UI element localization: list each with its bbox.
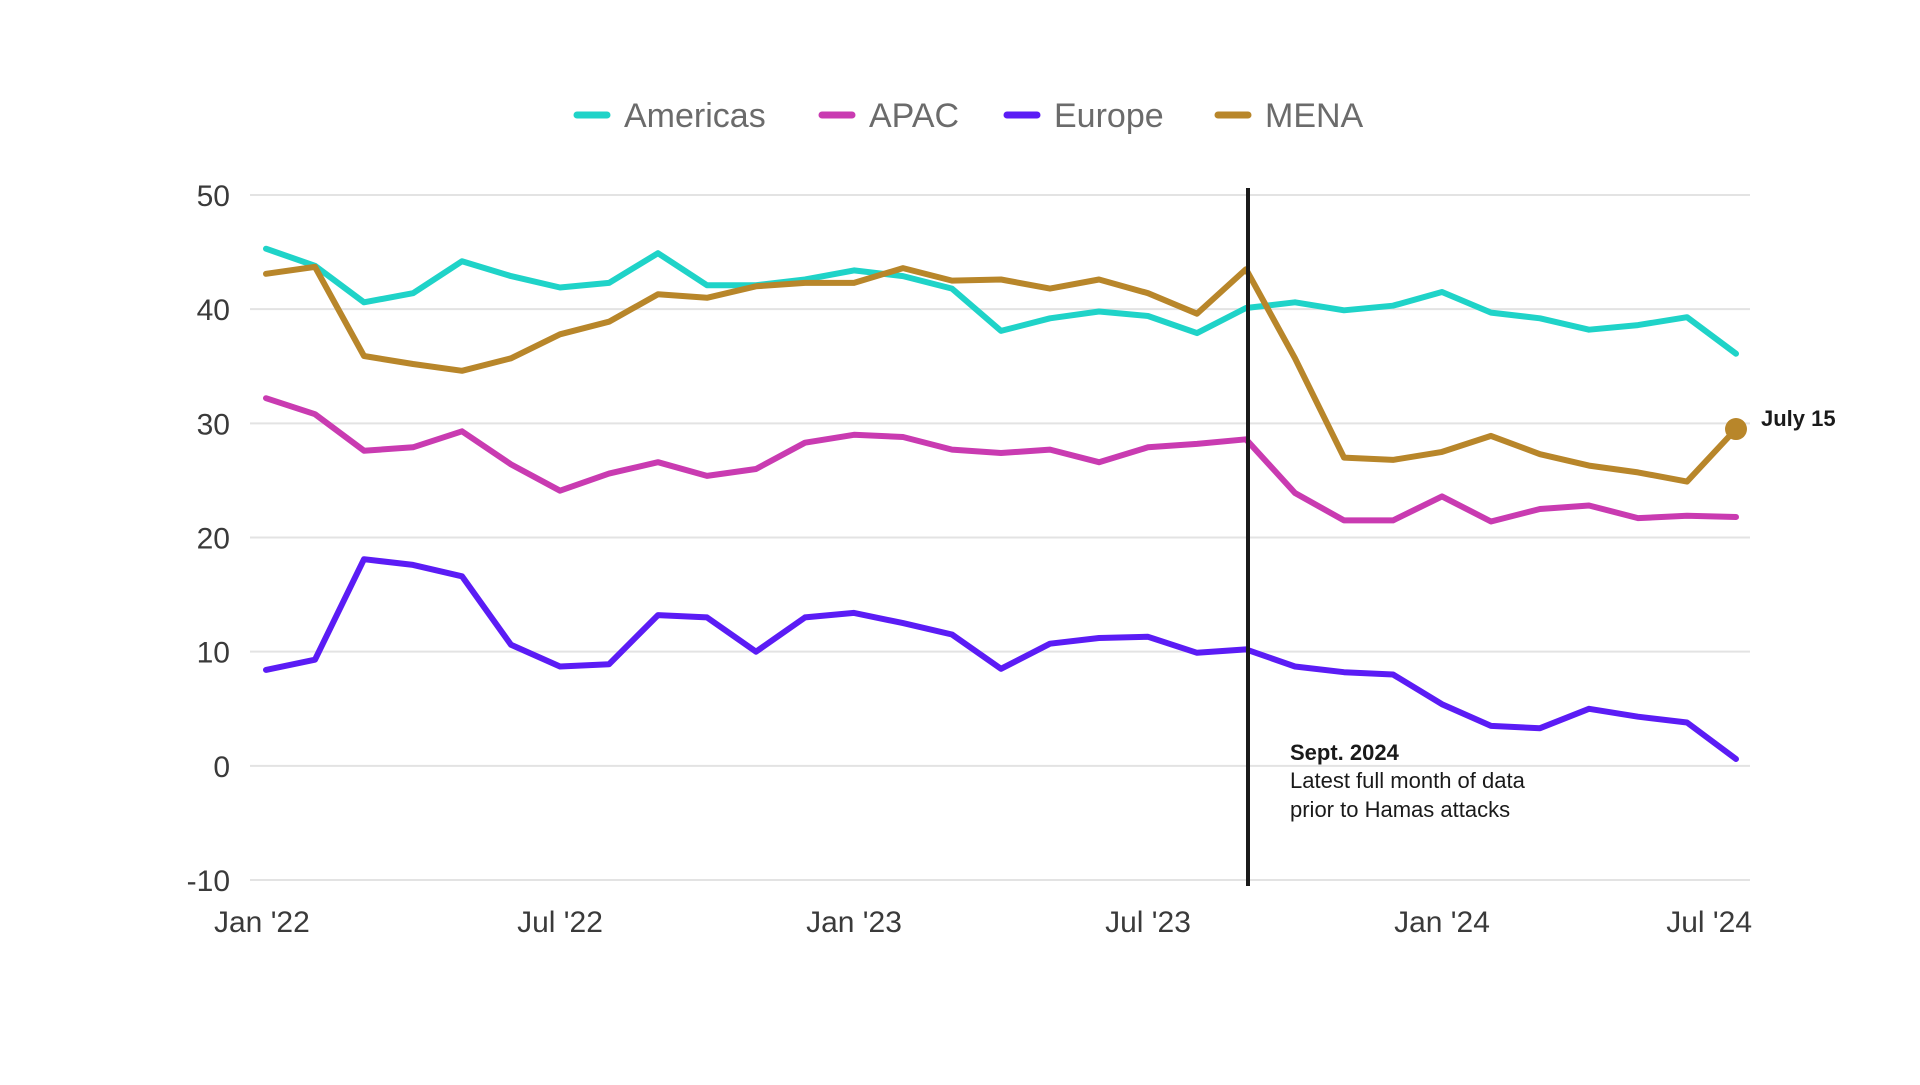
legend-label-europe: Europe bbox=[1054, 97, 1164, 135]
legend-label-mena: MENA bbox=[1265, 97, 1364, 135]
y-tick-label: 0 bbox=[213, 751, 230, 784]
y-tick-label: 20 bbox=[197, 523, 230, 556]
series-line-apac bbox=[263, 395, 1739, 525]
series-line-mena bbox=[263, 263, 1739, 485]
legend-label-apac: APAC bbox=[869, 97, 959, 135]
x-tick-label: Jul '24 bbox=[1666, 906, 1752, 939]
legend-label-americas: Americas bbox=[624, 97, 766, 135]
series-line-americas bbox=[263, 245, 1739, 357]
x-tick-label: Jul '22 bbox=[517, 906, 603, 939]
series-line-europe bbox=[263, 556, 1739, 762]
x-axis-ticks: Jan '22 Jul '22 Jan '23 Jul '23 Jan '24 Jul '… bbox=[214, 906, 1752, 939]
series-lines bbox=[263, 245, 1739, 762]
x-tick-label: Jan '24 bbox=[1394, 906, 1490, 939]
endpoint-label: July 15 bbox=[1761, 406, 1836, 431]
legend: Americas APAC Europe MENA bbox=[573, 97, 1364, 135]
x-tick-label: Jul '23 bbox=[1105, 906, 1191, 939]
y-tick-label: 10 bbox=[197, 637, 230, 670]
x-tick-label: Jan '23 bbox=[806, 906, 902, 939]
x-tick-label: Jan '22 bbox=[214, 906, 310, 939]
annotation-line: Latest full month of data bbox=[1290, 768, 1526, 793]
y-tick-label: 30 bbox=[197, 408, 230, 441]
annotation-line: prior to Hamas attacks bbox=[1290, 797, 1510, 822]
grid bbox=[250, 194, 1750, 881]
y-tick-label: -10 bbox=[187, 865, 230, 898]
annotation-title: Sept. 2024 bbox=[1290, 740, 1400, 765]
annotations: Sept. 2024 Latest full month of data prior… bbox=[1246, 188, 1836, 886]
y-axis-ticks: 50 40 30 20 10 0 -10 bbox=[187, 180, 230, 898]
endpoint-dot bbox=[1725, 418, 1747, 441]
y-tick-label: 50 bbox=[197, 180, 230, 213]
y-tick-label: 40 bbox=[197, 294, 230, 327]
